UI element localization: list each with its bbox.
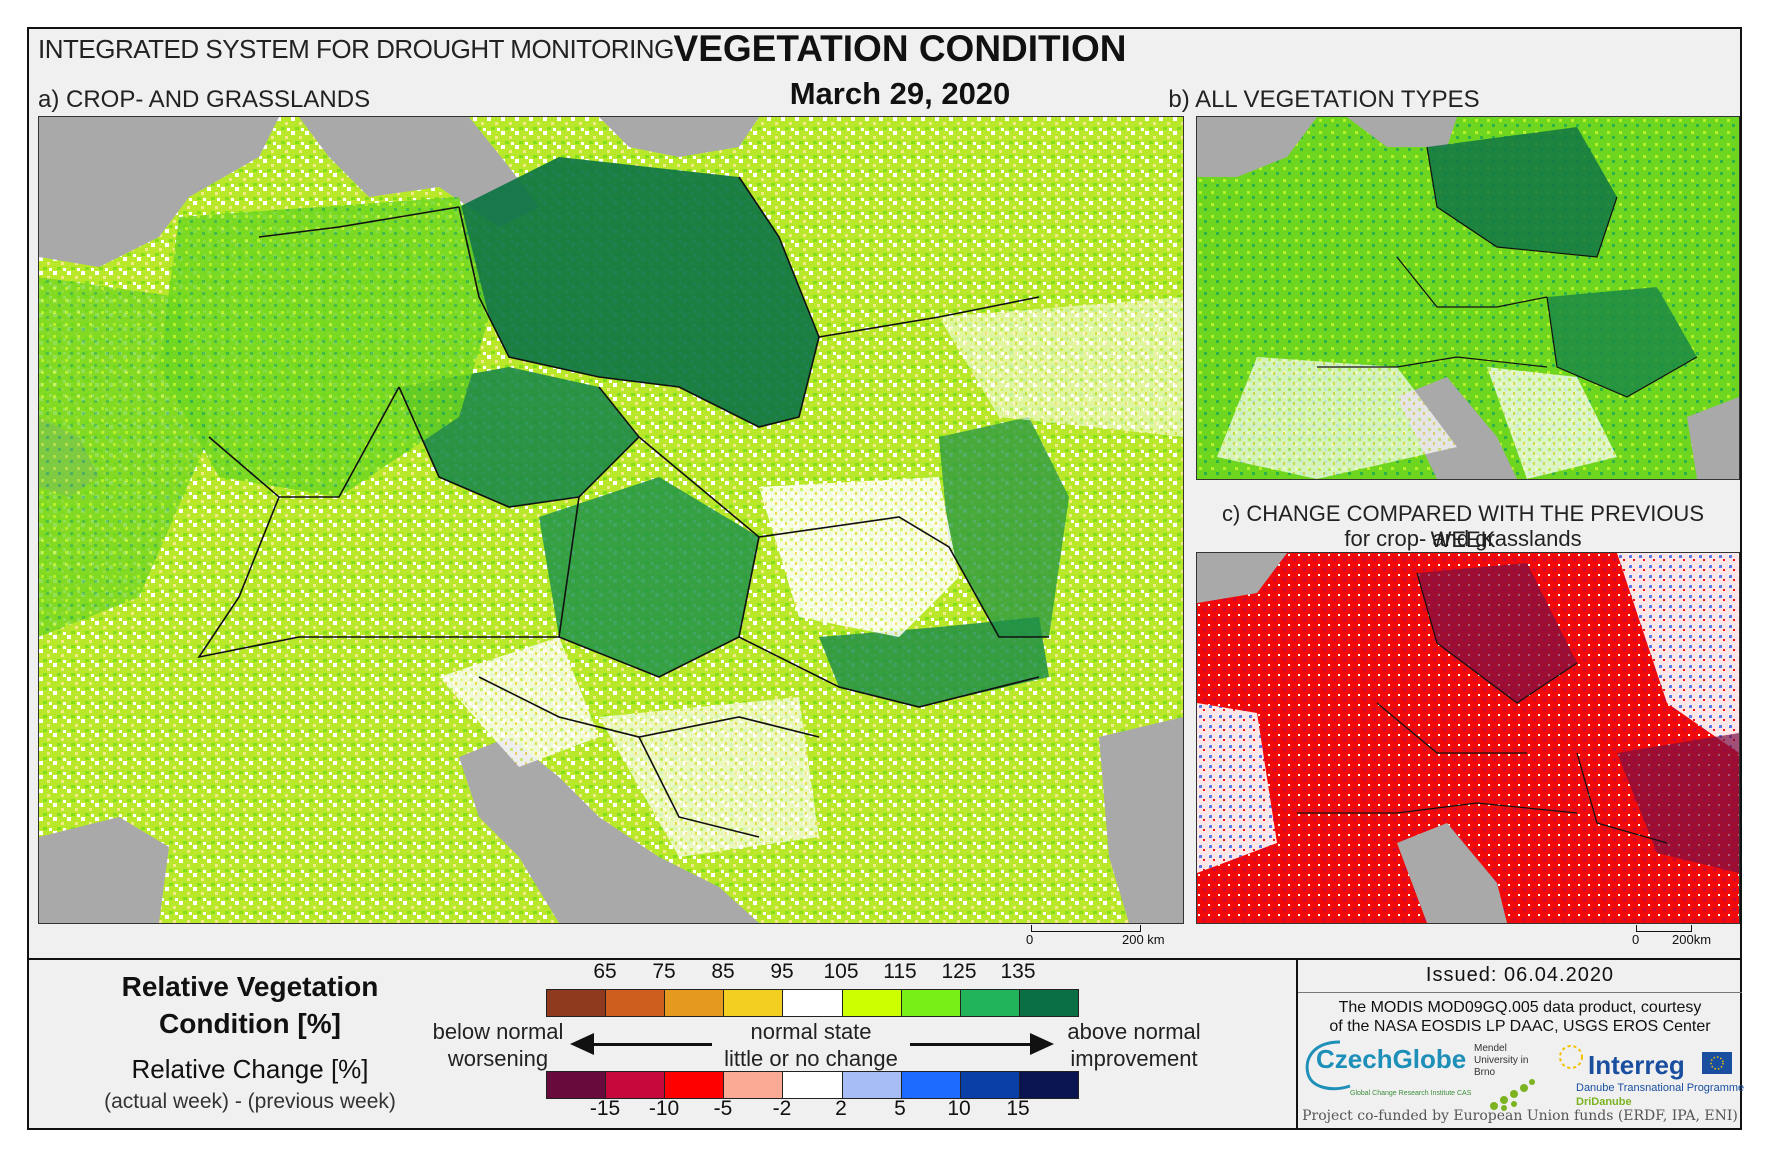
credit-divider	[1298, 992, 1742, 993]
worsening-label: worsening	[447, 1046, 549, 1071]
system-title: INTEGRATED SYSTEM FOR DROUGHT MONITORING	[38, 34, 674, 64]
condition-swatch	[783, 990, 843, 1016]
little-change-label: little or no change	[724, 1046, 898, 1071]
change-tick-label: -2	[772, 1097, 792, 1120]
eu-flag-icon	[1702, 1052, 1732, 1074]
improvement-label: improvement	[1070, 1046, 1198, 1071]
credit-line-2: of the NASA EOSDIS LP DAAC, USGS EROS Ce…	[1329, 1018, 1711, 1035]
legend-title: Relative Vegetation Condition [%]	[121, 971, 379, 1039]
change-tick-label: 15	[1006, 1097, 1030, 1120]
issued-date: Issued: 06.04.2020	[1425, 964, 1615, 986]
condition-swatch	[901, 990, 961, 1016]
arrow-right-icon	[1030, 1033, 1054, 1055]
change-swatch	[842, 1072, 902, 1098]
change-swatch	[783, 1072, 843, 1098]
condition-swatch	[665, 990, 725, 1016]
panel-c-label: c) CHANGE COMPARED WITH THE PREVIOUS WEE…	[1221, 501, 1704, 552]
change-swatch	[960, 1072, 1020, 1098]
condition-tick-label: 105	[823, 960, 859, 983]
main-title: VEGETATION CONDITION	[673, 28, 1127, 69]
change-swatch	[547, 1072, 607, 1098]
map-crop-grasslands[interactable]	[38, 116, 1184, 924]
condition-tick-label: 135	[1000, 960, 1036, 983]
change-tick-label: 5	[894, 1097, 906, 1120]
condition-swatch	[1019, 990, 1078, 1016]
dridanube-label: DriDanube	[1576, 1096, 1632, 1108]
czechglobe-swoosh-icon	[1305, 1040, 1351, 1091]
mendel-dots-icon	[1490, 1079, 1535, 1111]
condition-tick-label: 85	[711, 960, 735, 983]
scalebar-a	[1031, 925, 1141, 932]
panel-b-label: b) ALL VEGETATION TYPES	[1168, 86, 1480, 113]
condition-tick-label: 75	[652, 960, 676, 983]
condition-swatch	[842, 990, 902, 1016]
credit-line-1: The MODIS MOD09GQ.005 data product, cour…	[1338, 999, 1702, 1016]
change-color-bar	[546, 1071, 1079, 1099]
interreg-logo: Interreg	[1588, 1050, 1685, 1080]
normal-state-label: normal state	[750, 1019, 872, 1044]
map-weekly-change[interactable]	[1196, 552, 1740, 924]
interreg-programme: Danube Transnational Programme	[1576, 1082, 1745, 1094]
scalebar-c-zero: 0	[1632, 932, 1640, 947]
change-tick-label: -15	[589, 1097, 621, 1120]
condition-color-bar	[546, 989, 1079, 1017]
change-tick-label: -5	[713, 1097, 733, 1120]
mendel-logo: Mendel University in Brno	[1474, 1043, 1529, 1078]
map-date: March 29, 2020	[789, 76, 1011, 111]
change-swatch	[724, 1072, 784, 1098]
condition-swatch	[724, 990, 784, 1016]
data-credit: The MODIS MOD09GQ.005 data product, cour…	[1298, 998, 1742, 1036]
change-swatch	[901, 1072, 961, 1098]
legend-divider	[27, 958, 1742, 960]
condition-tick-label: 125	[941, 960, 977, 983]
condition-swatch	[960, 990, 1020, 1016]
scalebar-c-max: 200km	[1672, 932, 1712, 947]
legend-credit-divider	[1296, 958, 1298, 1130]
czechglobe-logo: CzechGlobe	[1316, 1044, 1467, 1074]
condition-tick-label: 95	[770, 960, 794, 983]
condition-tick-label: 115	[883, 960, 917, 983]
below-normal-label: below normal	[432, 1019, 564, 1044]
change-swatch	[665, 1072, 725, 1098]
condition-tick-label: 65	[593, 960, 617, 983]
change-tick-label: 2	[835, 1097, 847, 1120]
left-arrow-shaft	[588, 1043, 712, 1046]
interreg-star-icon	[1559, 1045, 1583, 1069]
change-swatch	[1019, 1072, 1078, 1098]
map-all-vegetation[interactable]	[1196, 116, 1740, 480]
condition-swatch	[547, 990, 607, 1016]
panel-c-sublabel: for crop- and grasslands	[1344, 526, 1582, 551]
condition-swatch	[606, 990, 666, 1016]
scalebar-c	[1636, 925, 1692, 932]
legend-formula: (actual week) - (previous week)	[104, 1090, 396, 1113]
panel-a-label: a) CROP- AND GRASSLANDS	[38, 86, 371, 113]
cofunding-note: Project co-funded by European Union fund…	[1302, 1108, 1738, 1124]
change-tick-label: -10	[648, 1097, 680, 1120]
change-tick-label: 10	[947, 1097, 971, 1120]
change-swatch	[606, 1072, 666, 1098]
legend-relative-change: Relative Change [%]	[131, 1054, 369, 1084]
scalebar-a-zero: 0	[1026, 932, 1034, 947]
arrow-left-icon	[570, 1033, 594, 1055]
right-arrow-shaft	[910, 1043, 1034, 1046]
scalebar-a-max: 200 km	[1122, 932, 1165, 947]
czechglobe-logo-subtitle: Global Change Research Institute CAS	[1350, 1090, 1472, 1097]
above-normal-label: above normal	[1067, 1019, 1201, 1044]
